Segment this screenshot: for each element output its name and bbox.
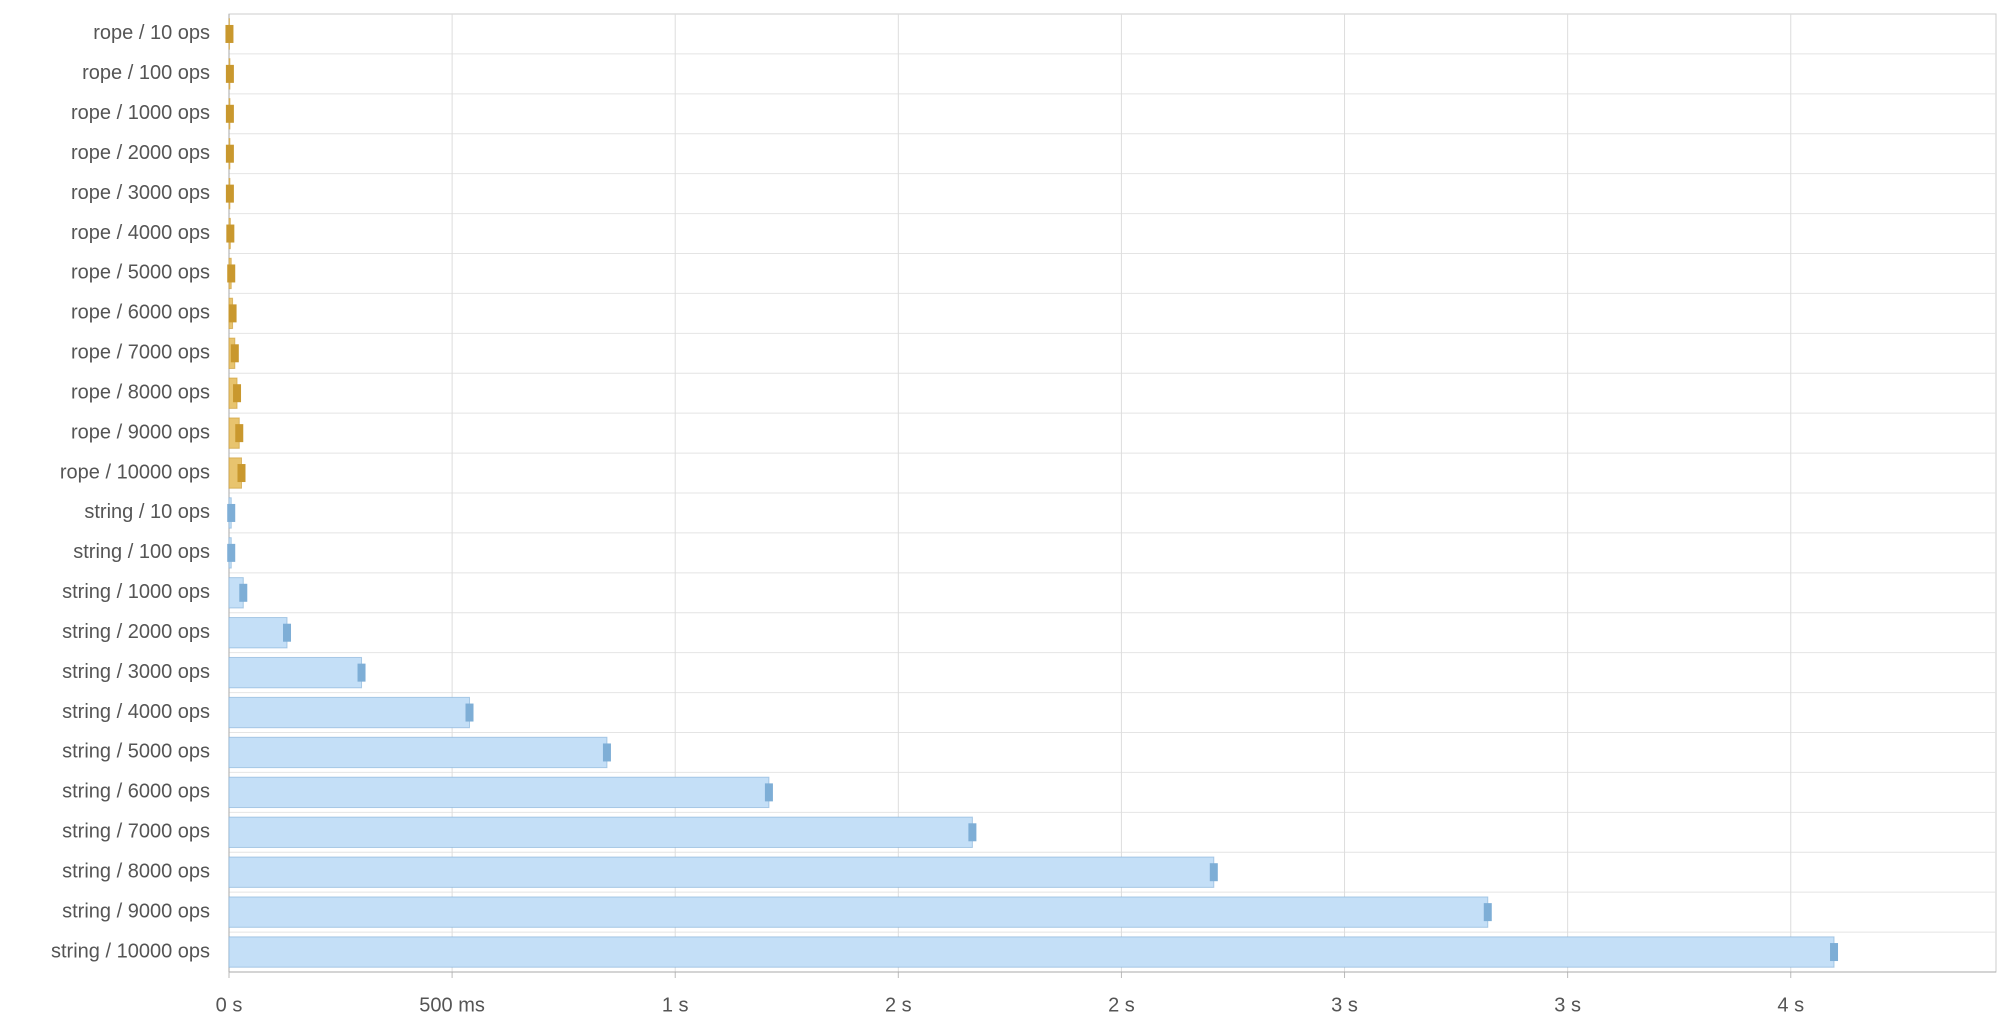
y-tick-label: string / 100 ops xyxy=(73,541,210,563)
bar xyxy=(228,936,1835,968)
bar xyxy=(228,776,770,809)
y-tick-label: rope / 2000 ops xyxy=(71,142,210,164)
x-tick-label: 2 s xyxy=(885,994,912,1016)
bar xyxy=(228,736,608,769)
y-tick-label: rope / 3000 ops xyxy=(71,182,210,204)
bar xyxy=(228,816,973,848)
estimate-marker xyxy=(230,344,239,363)
estimate-marker xyxy=(225,64,234,83)
y-tick-label: rope / 7000 ops xyxy=(71,342,210,364)
estimate-marker xyxy=(225,24,234,43)
estimate-marker xyxy=(283,623,292,642)
y-tick-label: string / 9000 ops xyxy=(62,900,210,922)
bar xyxy=(228,617,288,649)
estimate-marker xyxy=(227,503,236,522)
y-tick-label: rope / 9000 ops xyxy=(71,421,210,443)
estimate-marker xyxy=(237,464,246,483)
estimate-marker xyxy=(227,543,236,562)
estimate-marker xyxy=(233,384,242,403)
y-tick-label: rope / 100 ops xyxy=(82,62,210,84)
estimate-marker xyxy=(968,823,977,842)
estimate-marker xyxy=(239,583,248,602)
estimate-marker xyxy=(225,104,234,123)
y-tick-label: rope / 5000 ops xyxy=(71,262,210,284)
x-tick-label: 3 s xyxy=(1331,994,1358,1016)
y-tick-label: string / 3000 ops xyxy=(62,661,210,683)
bar xyxy=(228,696,471,729)
y-tick-label: string / 7000 ops xyxy=(62,821,210,843)
estimate-marker xyxy=(228,304,237,323)
x-tick-label: 3 s xyxy=(1554,994,1581,1016)
estimate-marker xyxy=(235,424,244,443)
x-tick-label: 2 s xyxy=(1108,994,1135,1016)
y-tick-label: rope / 1000 ops xyxy=(71,102,210,124)
estimate-marker xyxy=(1830,943,1839,962)
estimate-marker xyxy=(225,184,234,203)
estimate-marker xyxy=(602,743,611,762)
y-tick-label: rope / 10 ops xyxy=(93,22,210,44)
x-tick-label: 500 ms xyxy=(419,994,485,1016)
estimate-marker xyxy=(1209,863,1218,882)
y-tick-label: string / 1000 ops xyxy=(62,581,210,603)
y-tick-label: string / 4000 ops xyxy=(62,701,210,723)
estimate-marker xyxy=(357,663,366,682)
y-tick-label: rope / 6000 ops xyxy=(71,302,210,324)
bar xyxy=(228,656,363,689)
y-tick-label: rope / 4000 ops xyxy=(71,222,210,244)
y-tick-label: string / 10000 ops xyxy=(51,940,210,962)
y-tick-label: rope / 10000 ops xyxy=(60,461,210,483)
y-tick-label: string / 2000 ops xyxy=(62,621,210,643)
x-tick-label: 4 s xyxy=(1777,994,1804,1016)
estimate-marker xyxy=(225,144,234,163)
estimate-marker xyxy=(764,783,773,802)
x-tick-label: 1 s xyxy=(662,994,689,1016)
estimate-marker xyxy=(226,224,235,243)
y-tick-label: string / 6000 ops xyxy=(62,781,210,803)
bar xyxy=(228,856,1215,888)
y-tick-label: string / 5000 ops xyxy=(62,741,210,763)
y-tick-label: string / 10 ops xyxy=(84,501,210,523)
y-tick-label: string / 8000 ops xyxy=(62,860,210,882)
estimate-marker xyxy=(227,264,236,283)
x-tick-label: 0 s xyxy=(216,994,243,1016)
y-tick-label: rope / 8000 ops xyxy=(71,381,210,403)
estimate-marker xyxy=(1483,903,1492,922)
bar xyxy=(228,896,1489,928)
estimate-marker xyxy=(465,703,474,722)
